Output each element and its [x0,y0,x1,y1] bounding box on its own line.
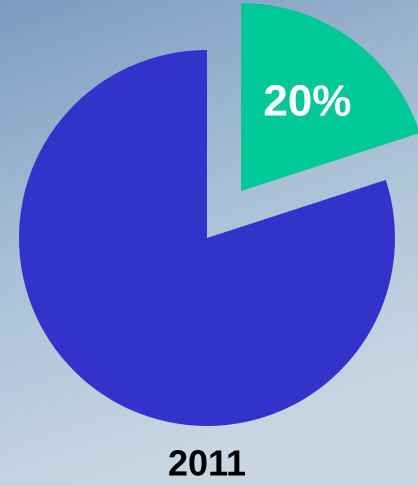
chart-title: 2011 [168,443,246,484]
chart: 2011 20% [0,0,418,486]
page: {"chart_data": {"type": "pie", "title": … [0,0,418,486]
slice-label: 20% [263,76,351,125]
